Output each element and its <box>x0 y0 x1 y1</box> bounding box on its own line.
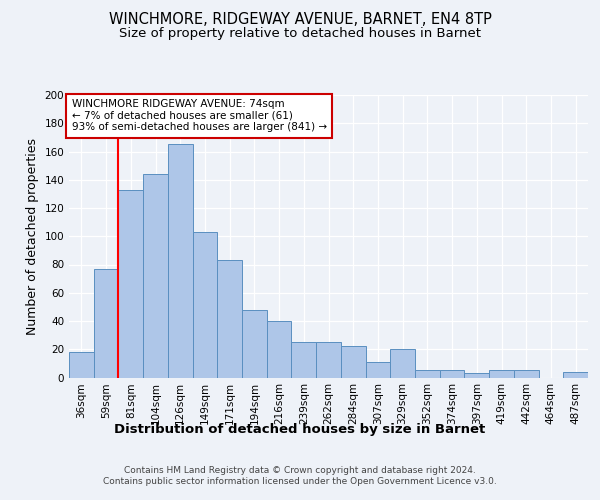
Bar <box>365 362 390 378</box>
Bar <box>143 174 168 378</box>
Text: WINCHMORE RIDGEWAY AVENUE: 74sqm
← 7% of detached houses are smaller (61)
93% of: WINCHMORE RIDGEWAY AVENUE: 74sqm ← 7% of… <box>71 99 327 132</box>
Bar <box>193 232 217 378</box>
Bar <box>440 370 464 378</box>
Text: Contains HM Land Registry data © Crown copyright and database right 2024.: Contains HM Land Registry data © Crown c… <box>124 466 476 475</box>
Bar <box>94 268 118 378</box>
Bar <box>415 370 440 378</box>
Y-axis label: Number of detached properties: Number of detached properties <box>26 138 39 335</box>
Text: Distribution of detached houses by size in Barnet: Distribution of detached houses by size … <box>115 422 485 436</box>
Bar <box>514 370 539 378</box>
Bar <box>118 190 143 378</box>
Bar <box>242 310 267 378</box>
Bar <box>464 374 489 378</box>
Bar <box>316 342 341 378</box>
Text: WINCHMORE, RIDGEWAY AVENUE, BARNET, EN4 8TP: WINCHMORE, RIDGEWAY AVENUE, BARNET, EN4 … <box>109 12 491 28</box>
Bar <box>341 346 365 378</box>
Bar <box>267 321 292 378</box>
Bar <box>563 372 588 378</box>
Bar <box>168 144 193 378</box>
Bar <box>69 352 94 378</box>
Bar <box>292 342 316 378</box>
Bar <box>390 349 415 378</box>
Text: Contains public sector information licensed under the Open Government Licence v3: Contains public sector information licen… <box>103 478 497 486</box>
Bar <box>217 260 242 378</box>
Text: Size of property relative to detached houses in Barnet: Size of property relative to detached ho… <box>119 28 481 40</box>
Bar <box>489 370 514 378</box>
